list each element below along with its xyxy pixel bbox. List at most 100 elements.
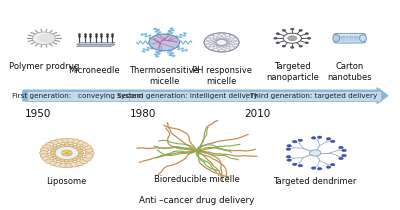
Circle shape bbox=[61, 150, 72, 156]
Circle shape bbox=[76, 156, 81, 159]
Circle shape bbox=[64, 144, 70, 147]
Circle shape bbox=[46, 142, 54, 147]
Text: Microneedle: Microneedle bbox=[68, 66, 119, 75]
Text: First generation:   conveying system: First generation: conveying system bbox=[12, 93, 144, 99]
Circle shape bbox=[282, 29, 286, 31]
Circle shape bbox=[42, 156, 51, 161]
Circle shape bbox=[60, 163, 68, 168]
Circle shape bbox=[78, 149, 83, 152]
Circle shape bbox=[32, 32, 55, 45]
Circle shape bbox=[86, 151, 94, 155]
Circle shape bbox=[40, 148, 49, 152]
Circle shape bbox=[311, 167, 316, 169]
Circle shape bbox=[307, 37, 311, 39]
Circle shape bbox=[326, 138, 331, 140]
Text: Thermosensitive
micelle: Thermosensitive micelle bbox=[129, 66, 199, 86]
Circle shape bbox=[286, 156, 291, 158]
Circle shape bbox=[339, 146, 343, 149]
Circle shape bbox=[71, 162, 79, 167]
Circle shape bbox=[54, 162, 63, 167]
Text: Polymer prodrug: Polymer prodrug bbox=[9, 62, 79, 71]
FancyBboxPatch shape bbox=[334, 33, 365, 43]
Circle shape bbox=[76, 140, 84, 145]
Circle shape bbox=[287, 159, 292, 161]
Circle shape bbox=[68, 159, 74, 162]
Circle shape bbox=[326, 166, 331, 168]
Circle shape bbox=[68, 144, 74, 147]
Circle shape bbox=[76, 147, 81, 150]
Text: Liposome: Liposome bbox=[46, 177, 87, 186]
Polygon shape bbox=[76, 45, 115, 47]
Polygon shape bbox=[76, 42, 115, 45]
Circle shape bbox=[292, 140, 297, 143]
Circle shape bbox=[78, 154, 83, 157]
Circle shape bbox=[85, 148, 93, 152]
Circle shape bbox=[76, 161, 84, 165]
Circle shape bbox=[42, 145, 51, 150]
Circle shape bbox=[283, 33, 302, 43]
Circle shape bbox=[54, 139, 63, 144]
Circle shape bbox=[78, 152, 84, 154]
Text: Anti –cancer drug delivery: Anti –cancer drug delivery bbox=[139, 196, 254, 205]
Circle shape bbox=[83, 145, 91, 150]
Ellipse shape bbox=[333, 35, 340, 42]
Circle shape bbox=[53, 156, 58, 159]
Circle shape bbox=[64, 159, 70, 162]
Circle shape bbox=[305, 33, 308, 35]
Circle shape bbox=[60, 144, 65, 147]
Circle shape bbox=[342, 149, 346, 152]
Circle shape bbox=[330, 163, 335, 166]
Circle shape bbox=[80, 159, 88, 164]
Circle shape bbox=[40, 154, 49, 158]
Circle shape bbox=[50, 154, 56, 157]
Circle shape bbox=[65, 163, 74, 168]
Circle shape bbox=[310, 150, 321, 156]
Circle shape bbox=[80, 142, 88, 147]
Circle shape bbox=[317, 136, 322, 138]
Text: Second generation: intelligent delivery: Second generation: intelligent delivery bbox=[117, 93, 258, 99]
Circle shape bbox=[274, 37, 277, 39]
Text: Carton
nanotubes: Carton nanotubes bbox=[327, 62, 372, 82]
Circle shape bbox=[40, 151, 48, 155]
Circle shape bbox=[298, 139, 302, 142]
Circle shape bbox=[298, 164, 302, 167]
Circle shape bbox=[56, 145, 61, 148]
Circle shape bbox=[71, 139, 79, 144]
Circle shape bbox=[149, 34, 180, 51]
Text: 1950: 1950 bbox=[25, 109, 51, 119]
Circle shape bbox=[38, 34, 55, 43]
Circle shape bbox=[72, 158, 78, 161]
Text: Targeted dendrimer: Targeted dendrimer bbox=[274, 177, 357, 186]
Circle shape bbox=[288, 36, 297, 41]
Circle shape bbox=[290, 46, 294, 48]
Circle shape bbox=[286, 148, 291, 150]
Circle shape bbox=[56, 158, 61, 161]
FancyBboxPatch shape bbox=[27, 91, 129, 101]
Circle shape bbox=[339, 157, 343, 160]
Text: Third generation: targeted delivery: Third generation: targeted delivery bbox=[250, 93, 377, 99]
Circle shape bbox=[342, 154, 346, 157]
Circle shape bbox=[282, 45, 286, 47]
Circle shape bbox=[287, 144, 292, 147]
Circle shape bbox=[60, 159, 65, 162]
FancyArrow shape bbox=[23, 88, 388, 104]
Text: PH responsive
micelle: PH responsive micelle bbox=[192, 66, 252, 86]
Circle shape bbox=[299, 29, 302, 31]
Text: 2010: 2010 bbox=[244, 109, 271, 119]
Circle shape bbox=[292, 163, 297, 165]
Circle shape bbox=[83, 156, 91, 161]
Circle shape bbox=[276, 42, 280, 44]
Ellipse shape bbox=[360, 35, 366, 42]
Circle shape bbox=[72, 145, 78, 148]
Text: Targeted
nanoparticle: Targeted nanoparticle bbox=[266, 62, 319, 82]
Circle shape bbox=[276, 33, 280, 35]
Circle shape bbox=[46, 159, 54, 164]
Circle shape bbox=[330, 140, 335, 143]
Circle shape bbox=[50, 152, 55, 154]
Circle shape bbox=[65, 138, 74, 143]
FancyBboxPatch shape bbox=[246, 91, 381, 101]
Circle shape bbox=[50, 161, 58, 165]
Text: 1980: 1980 bbox=[130, 109, 156, 119]
Circle shape bbox=[204, 33, 239, 52]
Circle shape bbox=[50, 149, 56, 152]
